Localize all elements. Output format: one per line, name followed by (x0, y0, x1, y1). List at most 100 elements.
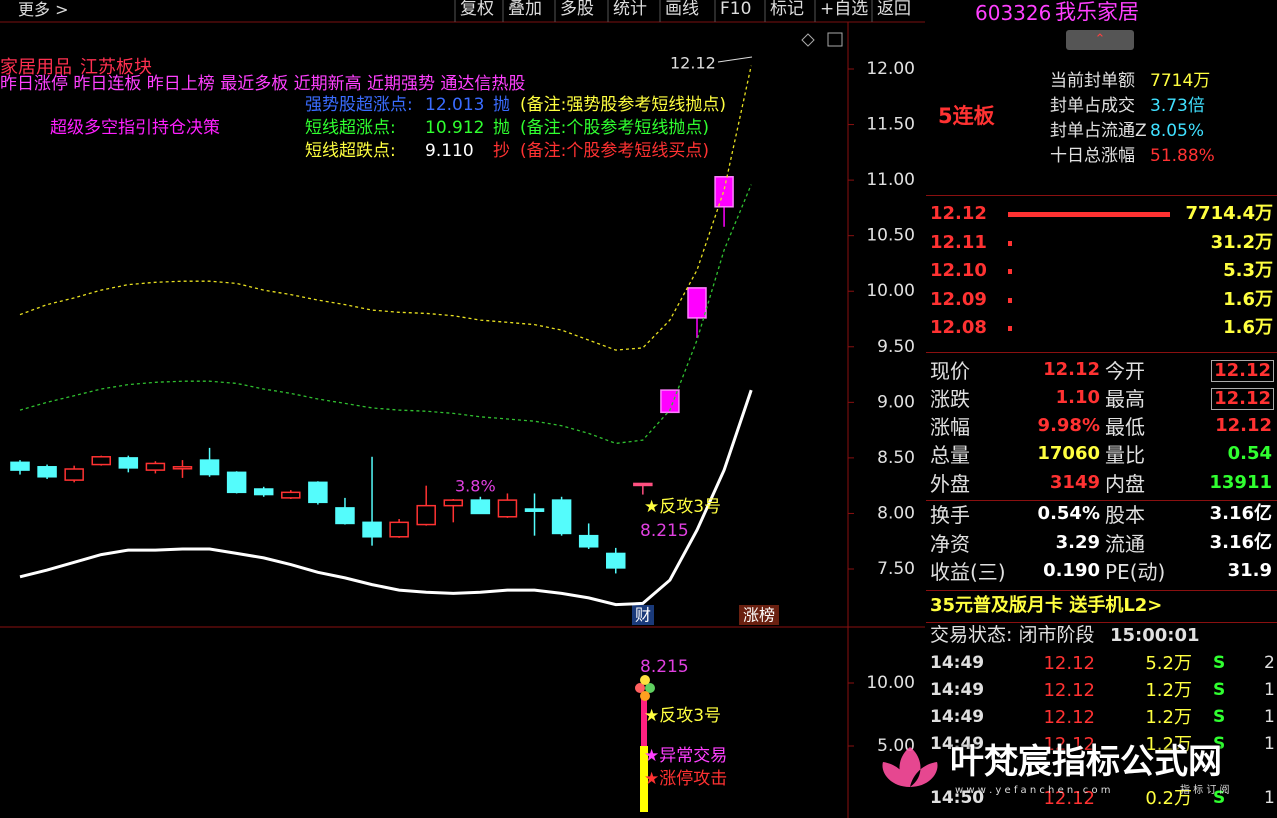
icon[interactable] (827, 32, 843, 47)
tick-time: 14:50 (930, 788, 985, 808)
quote-value: 0.54 (1227, 443, 1272, 464)
tick-price: 12.12 (1043, 653, 1095, 674)
seal-value: 3.73倍 (1150, 96, 1205, 116)
label: 强势股超涨点: (305, 95, 413, 115)
y-tick-label: 10.00 (866, 281, 915, 301)
y-tick-label: 10.00 (866, 673, 915, 693)
candle-body (308, 481, 328, 504)
quote-value: 13911 (1209, 472, 1272, 493)
toolbar-button[interactable]: +自选 (820, 0, 869, 19)
menu-button[interactable]: 更多 > (18, 0, 69, 19)
candle-body (362, 521, 382, 538)
tick-volume: 1.2万 (1145, 707, 1192, 728)
quote-label: 股本 (1105, 503, 1145, 527)
quote-value: 1.10 (1055, 387, 1100, 408)
candle-body (335, 507, 355, 525)
toolbar-button[interactable]: 标记 (770, 0, 804, 19)
lower-line (19, 389, 753, 607)
y-tick-label: 8.00 (877, 503, 915, 523)
promo-link[interactable]: 35元普及版月卡 送手机L2> (930, 595, 1163, 616)
board-count: 5连板 (938, 104, 995, 128)
toolbar-button[interactable]: 复权 (460, 0, 494, 19)
tick-volume: 0.2万 (1145, 788, 1192, 809)
tick-time: 14:49 (930, 653, 985, 673)
toolbar-button[interactable]: 画线 (665, 0, 699, 19)
bid-bar (1008, 269, 1012, 275)
seal-label: 当前封单额 (1050, 71, 1135, 91)
toolbar-button[interactable]: 统计 (613, 0, 647, 19)
logo (882, 747, 938, 787)
quote-label: 收益(三) (930, 560, 1006, 584)
label: ★反攻3号 (644, 706, 721, 726)
ball (640, 675, 650, 685)
seal-value: 51.88% (1150, 146, 1215, 166)
bid-bar (1008, 297, 1012, 303)
bid-volume: 5.3万 (1223, 260, 1273, 282)
toolbar-button[interactable]: 叠加 (508, 0, 542, 19)
separator (926, 195, 1277, 196)
icon[interactable] (801, 33, 815, 47)
tick-count: 2 (1264, 653, 1275, 673)
bid-bar (1008, 240, 1012, 246)
y-tick-label: 7.50 (877, 559, 915, 579)
toolbar-button[interactable]: 多股 (560, 0, 594, 19)
watermark-title: 叶梵宸指标公式网 (950, 742, 1222, 782)
candle-body (551, 499, 572, 535)
bid-price: 12.10 (930, 260, 987, 282)
badge: 涨榜 (743, 606, 775, 625)
stock-name: 我乐家居 (1055, 0, 1139, 24)
label: ★反攻3号 (644, 497, 721, 517)
badge: 财 (635, 606, 651, 625)
toolbar-button[interactable]: F10 (720, 0, 752, 19)
candle-body (253, 488, 274, 496)
tick-price: 12.12 (1043, 680, 1095, 701)
y-tick-label: 11.00 (866, 170, 915, 190)
quote-label: 量比 (1105, 443, 1145, 467)
label: 超级多空指引持仓决策 (50, 118, 220, 138)
quote-value: 31.9 (1227, 560, 1272, 581)
label: 8.215 (640, 657, 689, 677)
seal-label: 封单占成交 (1050, 96, 1135, 116)
separator (926, 590, 1277, 591)
y-tick-label: 8.50 (877, 448, 915, 468)
tick-volume: 1.2万 (1145, 734, 1192, 755)
bid-price: 12.09 (930, 288, 987, 310)
ball (645, 683, 655, 693)
candle-body (714, 176, 734, 208)
y-tick-label: 10.50 (866, 226, 915, 246)
label: 短线超涨点: (305, 118, 396, 138)
tick-side: S (1213, 680, 1226, 700)
tick-count: 1 (1264, 788, 1275, 808)
collapse-tab[interactable]: ⌃ (1066, 30, 1134, 50)
candle-body (118, 457, 139, 469)
toolbar-button[interactable]: 返回 (877, 0, 911, 19)
candle-body (524, 508, 545, 512)
status-time: 15:00:01 (1110, 625, 1200, 646)
tick-volume: 1.2万 (1145, 680, 1192, 701)
tick-price: 12.12 (1043, 788, 1095, 809)
bid-volume: 7714.4万 (1185, 203, 1273, 224)
watermark-sub: 指 标 订 阅 (1180, 785, 1230, 796)
seal-label: 封单占流通Z (1050, 121, 1147, 141)
quote-value: 3.29 (1055, 532, 1100, 553)
label: ★异常交易 (644, 746, 727, 766)
quote-value: 9.98% (1037, 415, 1100, 436)
quote-label: 总量 (930, 443, 970, 467)
tick-time: 14:49 (930, 707, 985, 727)
label: 短线超跌点: (305, 141, 396, 161)
candle-body (172, 466, 193, 470)
candle-body (687, 287, 707, 319)
label: 3.8% (455, 477, 496, 496)
label: 家居用品 (0, 57, 72, 78)
toolbar-bg (0, 0, 925, 22)
middle-band (19, 184, 752, 445)
candle-body (91, 456, 111, 466)
label: ★涨停攻击 (644, 769, 727, 789)
label: 抛 (493, 118, 510, 138)
stock-code: 603326 (975, 1, 1052, 25)
tick-price: 12.12 (1043, 707, 1095, 728)
quote-value: 0.190 (1043, 560, 1100, 581)
candle-body (497, 499, 518, 518)
tick-side: S (1213, 653, 1226, 673)
label: 抛 (493, 95, 510, 115)
